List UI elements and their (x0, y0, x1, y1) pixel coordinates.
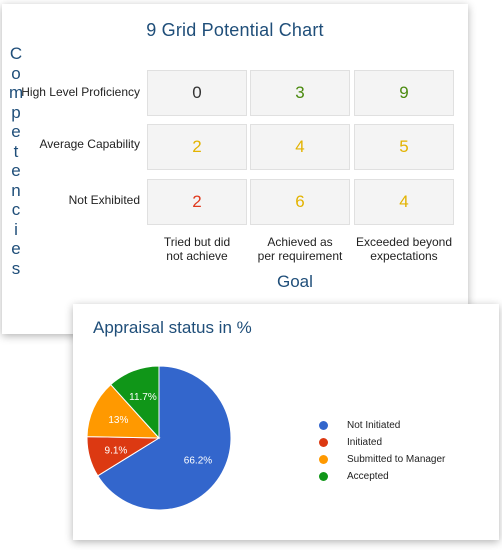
pie-chart-title: Appraisal status in % (93, 318, 252, 337)
column-label-line: Achieved as (267, 235, 333, 249)
grid-cell-r2-c3: 5 (354, 124, 454, 170)
pie-slice-not-initiated[interactable] (97, 365, 232, 511)
legend-label: Submitted to Manager (347, 454, 446, 465)
axis-letter: t (13, 141, 19, 161)
column-label-achieved: Achieved as per requirement (248, 235, 352, 263)
grid-cell-value: 5 (399, 137, 409, 156)
legend-item-submitted-to-manager[interactable]: Submitted to Manager (319, 451, 445, 468)
grid-cell-value: 2 (192, 137, 202, 156)
grid-cell-value: 3 (295, 83, 305, 102)
grid-cell-value: 0 (192, 83, 202, 102)
column-label-line: Exceeded beyond (355, 235, 453, 249)
grid-cell-value: 2 (192, 192, 202, 211)
legend-label: Not Initiated (347, 420, 401, 431)
legend-item-accepted[interactable]: Accepted (319, 468, 445, 485)
grid-cell-value: 9 (399, 83, 409, 102)
legend-dot-icon (319, 438, 328, 447)
grid-cell-r1-c3: 9 (354, 70, 454, 116)
legend-dot-icon (319, 421, 328, 430)
legend-item-initiated[interactable]: Initiated (319, 434, 445, 451)
axis-letter: p (11, 102, 21, 122)
legend-item-not-initiated[interactable]: Not Initiated (319, 417, 445, 434)
grid-cell-r1-c2: 3 (250, 70, 350, 116)
grid-cell-r2-c1: 2 (147, 124, 247, 170)
pie-chart: 66.2% 9.1% 13% 11.7% (86, 365, 232, 511)
axis-letter: e (11, 239, 21, 258)
pie-legend: Not Initiated Initiated Submitted to Manag… (319, 417, 445, 485)
axis-letter: C (9, 44, 23, 63)
column-label-line: per requirement (257, 249, 343, 263)
axis-letter: m (9, 83, 24, 102)
legend-dot-icon (319, 455, 328, 464)
axis-letter: c (11, 200, 21, 219)
axis-letter: s (11, 258, 21, 278)
column-label-line: not achieve (166, 249, 228, 263)
axis-letter: e (11, 161, 21, 180)
axis-letter: o (11, 63, 21, 83)
legend-label: Initiated (347, 437, 383, 448)
row-label-high-level-proficiency: High Level Proficiency (21, 85, 140, 99)
column-label-exceeded: Exceeded beyond expectations (352, 235, 456, 263)
row-label-average-capability: Average Capability (39, 137, 140, 151)
pie-slice-accepted[interactable] (110, 365, 160, 440)
pie-slice-label: 11.7% (129, 392, 157, 403)
grid-cell-r3-c3: 4 (354, 179, 454, 225)
grid-cell-value: 4 (399, 192, 409, 211)
grid-cell-r3-c1: 2 (147, 179, 247, 225)
grid-cell-r2-c2: 4 (250, 124, 350, 170)
grid-cell-value: 6 (295, 192, 305, 211)
axis-letter: e (11, 122, 21, 141)
grid-cell-r1-c1: 0 (147, 70, 247, 116)
pie-slice-label: 66.2% (184, 455, 212, 466)
column-label-tried: Tried but did not achieve (145, 235, 249, 263)
axis-letter: i (14, 219, 18, 239)
goal-axis-label: Goal (277, 272, 313, 291)
grid-title: 9 Grid Potential Chart (146, 20, 324, 40)
legend-label: Accepted (347, 471, 389, 482)
appraisal-status-card: Appraisal status in % 66.2% 9.1% 13% 11.7% … (73, 304, 499, 540)
pie-slice-submitted-to-manager[interactable] (86, 383, 161, 439)
grid-cell-value: 4 (295, 137, 305, 156)
legend-dot-icon (319, 472, 328, 481)
grid-cell-r3-c2: 6 (250, 179, 350, 225)
pie-slice-label: 9.1% (105, 445, 128, 456)
axis-letter: n (11, 180, 21, 200)
column-label-line: expectations (370, 249, 438, 263)
column-label-line: Tried but did (163, 235, 231, 249)
row-label-not-exhibited: Not Exhibited (68, 193, 140, 207)
pie-slice-label: 13% (108, 415, 128, 426)
